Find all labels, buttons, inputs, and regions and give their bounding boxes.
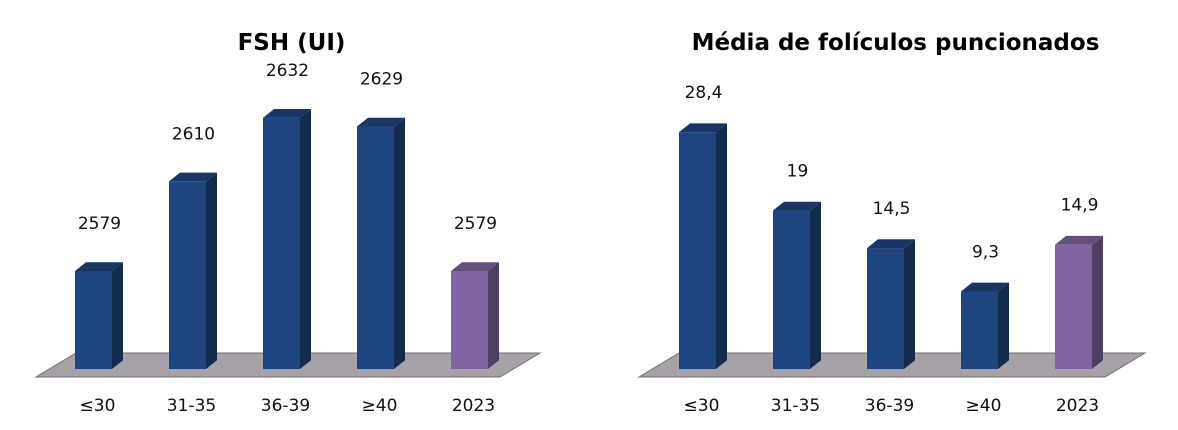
bar-top <box>357 117 405 127</box>
bar-side <box>904 239 915 369</box>
bar-top <box>773 201 821 211</box>
bar-front <box>961 291 998 369</box>
bar <box>169 172 217 369</box>
bar-top <box>263 109 311 118</box>
data-label: 14,9 <box>1061 196 1099 216</box>
x-tick-label: ≤30 <box>684 396 720 416</box>
bar-front <box>1055 244 1092 369</box>
data-label: 2579 <box>78 214 121 234</box>
bar <box>263 109 311 369</box>
bar-top <box>75 262 123 271</box>
bar-side <box>112 262 123 369</box>
data-label: 2629 <box>360 70 403 90</box>
bar-side <box>1092 235 1103 369</box>
bar-side <box>300 109 311 369</box>
bar-front <box>867 248 904 369</box>
bar-top <box>451 262 499 271</box>
bar <box>1055 235 1103 369</box>
bar-top <box>867 239 915 249</box>
bar <box>75 262 123 369</box>
bar-top <box>961 282 1009 292</box>
bar <box>773 201 821 369</box>
x-tick-label: 2023 <box>452 396 495 416</box>
bar-front <box>357 126 394 369</box>
bar-side <box>998 282 1009 369</box>
bar-side <box>394 117 405 369</box>
bar-side <box>488 262 499 369</box>
bar-front <box>75 271 112 369</box>
bar-side <box>716 123 727 370</box>
data-label: 19 <box>787 162 809 182</box>
x-tick-label: ≤30 <box>80 396 116 416</box>
data-label: 2632 <box>266 61 309 81</box>
x-tick-label: 31-35 <box>771 396 820 416</box>
data-label: 9,3 <box>972 242 999 262</box>
bar <box>451 262 499 369</box>
chart-title: Média de folículos puncionados <box>691 30 1100 56</box>
data-label: 2610 <box>172 124 215 144</box>
x-tick-label: ≥40 <box>362 396 398 416</box>
bar <box>357 117 405 369</box>
x-tick-label: ≥40 <box>966 396 1002 416</box>
chart-follicles-plot: 28,4 ≤30 19 31-35 14,5 36-39 9,3 ≥40 14,9 2023 <box>637 83 1147 416</box>
chart-title: FSH (UI) <box>237 30 346 56</box>
x-tick-label: 2023 <box>1056 396 1099 416</box>
chart-fsh-plot: 2579 ≤30 2610 31-35 2632 36-39 2629 ≥40 2579 2023 <box>34 61 542 416</box>
bar <box>961 282 1009 369</box>
bar-front <box>263 117 300 369</box>
data-label: 2579 <box>454 214 497 234</box>
bar-front <box>679 132 716 369</box>
bar <box>867 239 915 369</box>
chart-fsh: FSH (UI) 2579 ≤30 2610 31-35 2632 36-39 2629 ≥4… <box>34 30 542 416</box>
bar-front <box>451 271 488 369</box>
bar-top <box>169 172 217 182</box>
bar-front <box>169 181 206 369</box>
x-tick-label: 31-35 <box>167 396 216 416</box>
bar-top <box>679 123 727 133</box>
data-label: 28,4 <box>685 83 723 103</box>
x-tick-label: 36-39 <box>865 396 914 416</box>
bar-side <box>206 172 217 369</box>
x-tick-label: 36-39 <box>261 396 310 416</box>
bar-side <box>810 201 821 369</box>
bar <box>679 123 727 370</box>
bar-front <box>773 210 810 369</box>
chart-follicles: Média de folículos puncionados 28,4 ≤30 19… <box>589 0 1178 430</box>
bar-top <box>1055 235 1103 245</box>
data-label: 14,5 <box>873 199 911 219</box>
